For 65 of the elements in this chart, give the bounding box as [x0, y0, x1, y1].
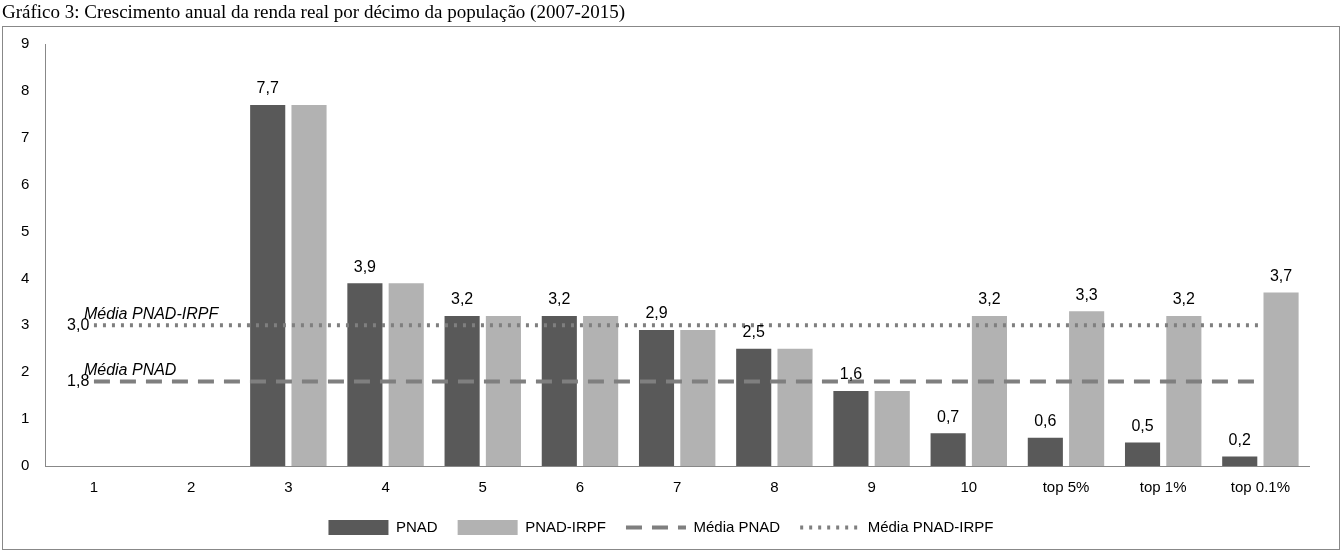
bar: [638, 330, 675, 466]
x-tick-label: top 5%: [1042, 478, 1090, 496]
data-label: 2,5: [742, 323, 765, 341]
x-tick-label: 3: [284, 478, 293, 496]
bar: [680, 330, 716, 466]
bar: [874, 390, 910, 466]
y-tick-label: 2: [21, 362, 30, 380]
data-label: 3,9: [353, 257, 377, 275]
bar: [1166, 315, 1202, 466]
data-label: 1,6: [839, 365, 863, 383]
y-tick-label: 3: [21, 315, 30, 333]
y-tick-label: 5: [21, 221, 30, 239]
bar: [485, 315, 521, 466]
bar: [583, 315, 619, 466]
chart-title: Gráfico 3: Crescimento anual da renda real por décimo da população (2007-2015): [1, 0, 627, 24]
bar: [777, 348, 813, 466]
bar: [444, 315, 480, 466]
data-label: 7,7: [256, 79, 279, 97]
y-tick-label: 7: [21, 127, 30, 145]
y-tick-label: 6: [21, 174, 30, 192]
bar: [388, 283, 424, 466]
bar: [971, 315, 1007, 466]
bar: [291, 104, 327, 466]
data-label: 3,3: [1075, 285, 1098, 303]
data-label: 0,7: [937, 407, 960, 425]
bar: [930, 433, 966, 466]
bar: [1124, 442, 1161, 466]
x-tick-label: 2: [186, 478, 196, 496]
x-tick-label: 9: [867, 478, 876, 496]
y-tick-label: 9: [21, 34, 30, 52]
legend-label: PNAD: [395, 517, 438, 535]
legend-label: Média PNAD: [693, 517, 781, 535]
bar: [1027, 437, 1063, 466]
data-label: 3,7: [1269, 266, 1293, 284]
x-tick-label: 7: [673, 478, 682, 496]
x-tick-label: 6: [575, 478, 585, 496]
y-tick-label: 4: [21, 268, 30, 286]
bar: [833, 390, 869, 466]
data-label: 3,2: [450, 290, 474, 308]
bar: [347, 283, 383, 466]
bar: [1069, 311, 1105, 466]
y-tick-label: 8: [21, 81, 30, 99]
y-tick-label: 0: [21, 456, 30, 474]
data-label: 3,2: [548, 290, 571, 308]
data-label: 2,9: [645, 304, 668, 322]
data-label: 0,5: [1131, 416, 1154, 434]
bar: [736, 348, 772, 466]
x-tick-label: 8: [770, 478, 779, 496]
bar: [1263, 292, 1299, 466]
x-tick-label: 10: [960, 478, 978, 496]
bar: [541, 315, 577, 466]
bar: [1222, 456, 1258, 466]
legend-label: PNAD-IRPF: [525, 517, 606, 535]
x-tick-label: 1: [89, 478, 99, 496]
y-tick-label: 1: [21, 409, 30, 427]
x-tick-label: 5: [478, 478, 487, 496]
data-label: 0,6: [1034, 412, 1057, 430]
x-tick-label: top 0.1%: [1230, 478, 1291, 496]
legend-label: Média PNAD-IRPF: [867, 517, 994, 535]
x-tick-label: top 1%: [1139, 478, 1187, 496]
data-label: 0,2: [1228, 431, 1251, 449]
bar: [250, 104, 286, 466]
data-label: 3,2: [978, 290, 1001, 308]
data-label: 3,2: [1172, 290, 1196, 308]
x-tick-label: 4: [381, 478, 390, 496]
